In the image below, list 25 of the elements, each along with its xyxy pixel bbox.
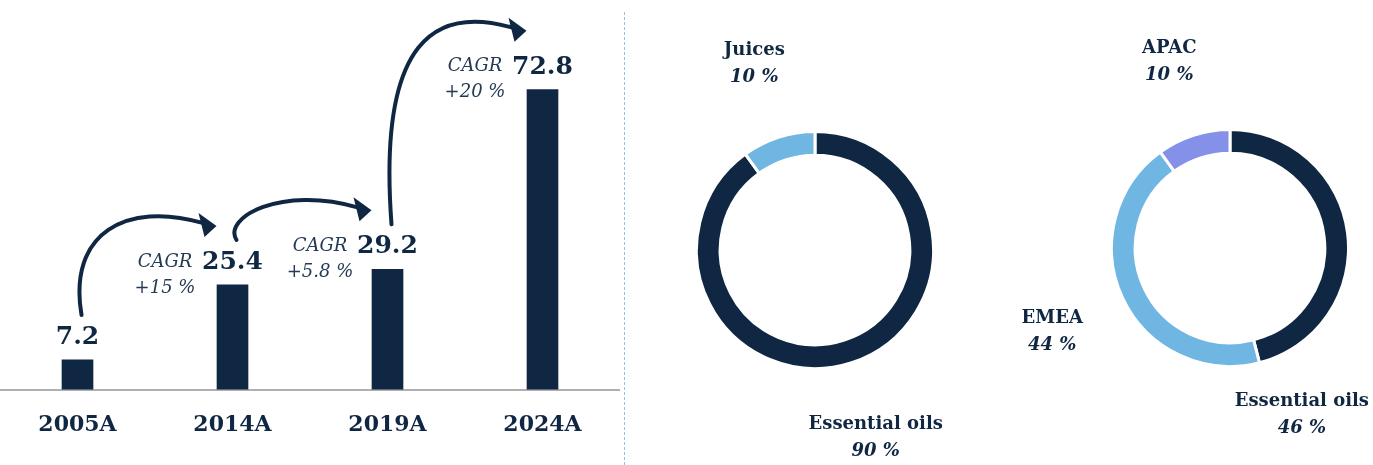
x-tick-label: 2014A — [193, 409, 273, 436]
x-tick-label: 2005A — [38, 409, 118, 436]
x-tick-label: 2019A — [348, 409, 428, 436]
bar — [216, 284, 249, 390]
data-label: 46 % — [1277, 416, 1327, 438]
bar — [61, 359, 94, 390]
annotation: CAGR +5.8 % — [286, 233, 354, 281]
bar — [526, 89, 559, 390]
data-label: 29.2 — [357, 230, 418, 260]
bar — [371, 268, 404, 390]
annotation: CAGR +20 % — [444, 54, 506, 102]
data-label: 10 % — [730, 64, 779, 86]
x-tick-label: 2024A — [503, 409, 583, 436]
data-label: 10 % — [1145, 62, 1194, 84]
data-label: 90 % — [851, 438, 900, 460]
data-label: 7.2 — [55, 320, 100, 350]
slice-label: EMEA — [1021, 306, 1084, 328]
data-label: 44 % — [1027, 333, 1077, 355]
slice-label: Essential oils — [1234, 389, 1369, 411]
data-label: 72.8 — [512, 50, 573, 80]
annotation: CAGR +15 % — [134, 249, 196, 297]
slice-label: Essential oils — [808, 411, 943, 433]
slice-label: APAC — [1141, 35, 1197, 57]
slice-label: Juices — [721, 37, 785, 59]
data-label: 25.4 — [202, 245, 263, 275]
